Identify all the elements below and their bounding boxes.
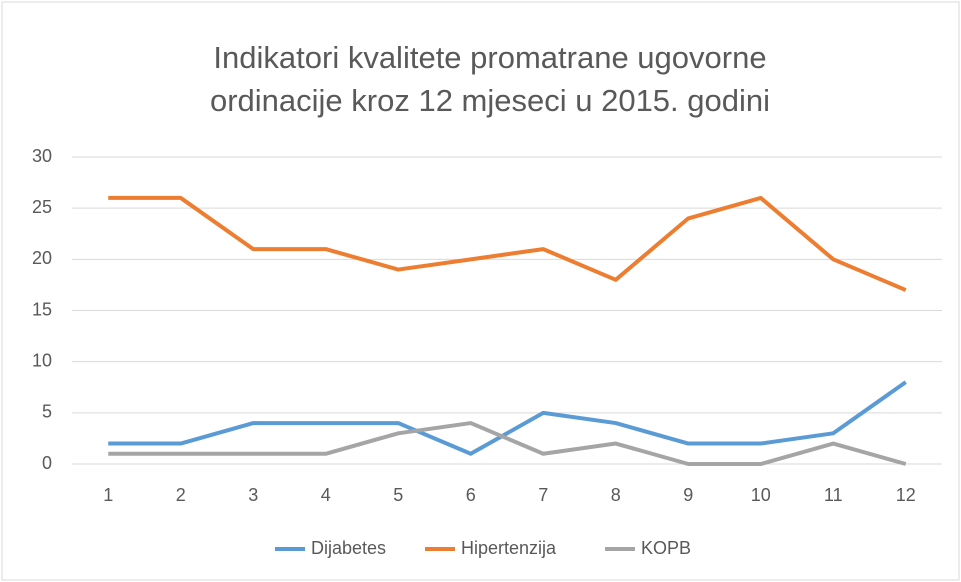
y-tick-label: 25 [32,197,52,217]
x-tick-label: 8 [611,485,621,505]
x-tick-label: 1 [103,485,113,505]
legend-label: Dijabetes [311,538,386,558]
x-tick-label: 10 [751,485,771,505]
x-tick-label: 4 [321,485,331,505]
series-line [108,421,907,466]
series-line [108,195,907,292]
x-tick-label: 11 [824,485,843,505]
x-tick-label: 12 [896,485,916,505]
x-tick-label: 3 [248,485,258,505]
y-tick-label: 5 [42,402,52,422]
y-tick-label: 10 [32,350,52,370]
x-tick-label: 7 [538,485,548,505]
legend-label: Hipertenzija [461,538,557,558]
x-tick-label: 2 [176,485,186,505]
y-tick-label: 30 [32,146,52,166]
chart-title: Indikatori kvalitete promatrane ugovorne [213,40,766,75]
y-tick-label: 0 [42,453,52,473]
legend-label: KOPB [641,538,691,558]
series-line [108,380,907,456]
chart-title: ordinacije kroz 12 mjeseci u 2015. godin… [210,83,770,118]
x-tick-label: 9 [683,485,693,505]
y-tick-label: 15 [32,299,52,319]
y-tick-label: 20 [32,248,52,268]
x-tick-label: 6 [466,485,476,505]
x-tick-label: 5 [393,485,403,505]
